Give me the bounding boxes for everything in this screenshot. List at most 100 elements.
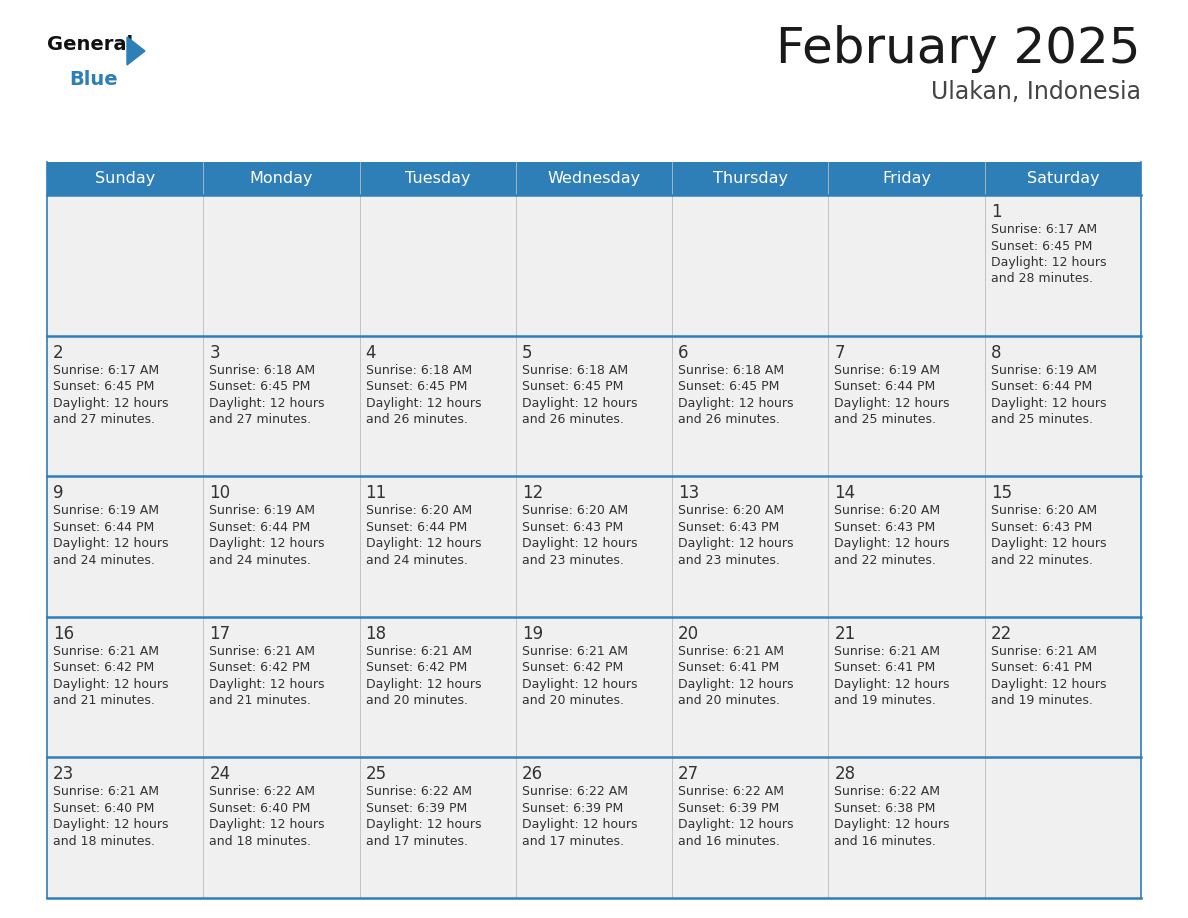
Text: Sunset: 6:44 PM: Sunset: 6:44 PM (366, 521, 467, 533)
Text: Sunset: 6:45 PM: Sunset: 6:45 PM (678, 380, 779, 393)
Text: Sunset: 6:39 PM: Sunset: 6:39 PM (678, 802, 779, 815)
Text: Wednesday: Wednesday (548, 171, 640, 186)
Text: Daylight: 12 hours: Daylight: 12 hours (53, 397, 169, 409)
Text: Sunrise: 6:22 AM: Sunrise: 6:22 AM (209, 786, 315, 799)
Text: and 24 minutes.: and 24 minutes. (366, 554, 467, 566)
Bar (360, 757, 516, 898)
Text: Sunrise: 6:21 AM: Sunrise: 6:21 AM (991, 644, 1097, 658)
Text: Sunrise: 6:21 AM: Sunrise: 6:21 AM (53, 786, 159, 799)
Text: 25: 25 (366, 766, 387, 783)
Text: Sunrise: 6:21 AM: Sunrise: 6:21 AM (209, 644, 315, 658)
Text: 6: 6 (678, 343, 689, 362)
Text: Sunset: 6:41 PM: Sunset: 6:41 PM (678, 661, 779, 675)
Text: Daylight: 12 hours: Daylight: 12 hours (522, 819, 637, 832)
Text: Daylight: 12 hours: Daylight: 12 hours (991, 537, 1106, 550)
Text: and 20 minutes.: and 20 minutes. (522, 694, 624, 707)
Text: and 25 minutes.: and 25 minutes. (991, 413, 1093, 426)
Bar (360, 617, 516, 757)
Text: 24: 24 (209, 766, 230, 783)
Text: Sunset: 6:43 PM: Sunset: 6:43 PM (991, 521, 1092, 533)
Bar (672, 757, 828, 898)
Text: 7: 7 (834, 343, 845, 362)
Text: Sunset: 6:45 PM: Sunset: 6:45 PM (53, 380, 154, 393)
Text: Sunset: 6:42 PM: Sunset: 6:42 PM (522, 661, 624, 675)
Text: and 23 minutes.: and 23 minutes. (678, 554, 781, 566)
Text: Sunrise: 6:19 AM: Sunrise: 6:19 AM (53, 504, 159, 517)
Bar (828, 757, 985, 898)
Text: Sunset: 6:45 PM: Sunset: 6:45 PM (209, 380, 310, 393)
Text: Sunset: 6:40 PM: Sunset: 6:40 PM (53, 802, 154, 815)
Text: Daylight: 12 hours: Daylight: 12 hours (522, 677, 637, 691)
Bar (203, 617, 360, 757)
Text: 19: 19 (522, 625, 543, 643)
Text: and 16 minutes.: and 16 minutes. (834, 834, 936, 848)
Text: Sunrise: 6:18 AM: Sunrise: 6:18 AM (366, 364, 472, 376)
Text: Daylight: 12 hours: Daylight: 12 hours (53, 677, 169, 691)
Polygon shape (127, 37, 145, 65)
Text: Sunrise: 6:19 AM: Sunrise: 6:19 AM (834, 364, 941, 376)
Text: Sunrise: 6:20 AM: Sunrise: 6:20 AM (522, 504, 628, 517)
Text: Sunrise: 6:17 AM: Sunrise: 6:17 AM (53, 364, 159, 376)
Text: Sunrise: 6:21 AM: Sunrise: 6:21 AM (522, 644, 627, 658)
Text: Sunset: 6:40 PM: Sunset: 6:40 PM (209, 802, 310, 815)
Text: Sunrise: 6:22 AM: Sunrise: 6:22 AM (834, 786, 941, 799)
Text: Sunset: 6:45 PM: Sunset: 6:45 PM (991, 240, 1092, 252)
Text: Daylight: 12 hours: Daylight: 12 hours (209, 537, 324, 550)
Bar (985, 195, 1140, 336)
Text: Sunset: 6:44 PM: Sunset: 6:44 PM (53, 521, 154, 533)
Text: General: General (48, 35, 133, 54)
Text: Sunrise: 6:21 AM: Sunrise: 6:21 AM (53, 644, 159, 658)
Bar (203, 336, 360, 476)
Text: Daylight: 12 hours: Daylight: 12 hours (53, 819, 169, 832)
Text: 20: 20 (678, 625, 700, 643)
Text: Sunrise: 6:17 AM: Sunrise: 6:17 AM (991, 223, 1097, 236)
Bar (828, 617, 985, 757)
Text: and 24 minutes.: and 24 minutes. (209, 554, 311, 566)
Text: 15: 15 (991, 484, 1012, 502)
Text: Friday: Friday (881, 171, 931, 186)
Text: and 20 minutes.: and 20 minutes. (366, 694, 468, 707)
Text: Monday: Monday (249, 171, 314, 186)
Text: and 26 minutes.: and 26 minutes. (366, 413, 467, 426)
Text: Daylight: 12 hours: Daylight: 12 hours (678, 819, 794, 832)
Text: 10: 10 (209, 484, 230, 502)
Text: 22: 22 (991, 625, 1012, 643)
Text: Sunrise: 6:18 AM: Sunrise: 6:18 AM (678, 364, 784, 376)
Text: Sunrise: 6:20 AM: Sunrise: 6:20 AM (366, 504, 472, 517)
Text: Sunrise: 6:20 AM: Sunrise: 6:20 AM (834, 504, 941, 517)
Text: 8: 8 (991, 343, 1001, 362)
Bar (672, 476, 828, 617)
Text: Sunrise: 6:22 AM: Sunrise: 6:22 AM (522, 786, 627, 799)
Bar (516, 617, 672, 757)
Text: Sunset: 6:43 PM: Sunset: 6:43 PM (522, 521, 624, 533)
Text: Sunset: 6:43 PM: Sunset: 6:43 PM (834, 521, 936, 533)
Text: 2: 2 (53, 343, 64, 362)
Text: Sunset: 6:42 PM: Sunset: 6:42 PM (366, 661, 467, 675)
Text: 18: 18 (366, 625, 387, 643)
Text: 26: 26 (522, 766, 543, 783)
Text: Daylight: 12 hours: Daylight: 12 hours (53, 537, 169, 550)
Text: and 16 minutes.: and 16 minutes. (678, 834, 781, 848)
Bar (828, 336, 985, 476)
Text: and 17 minutes.: and 17 minutes. (366, 834, 468, 848)
Text: February 2025: February 2025 (777, 25, 1140, 73)
Text: and 26 minutes.: and 26 minutes. (522, 413, 624, 426)
Bar (48, 476, 203, 617)
Text: Sunrise: 6:20 AM: Sunrise: 6:20 AM (678, 504, 784, 517)
Text: Sunset: 6:44 PM: Sunset: 6:44 PM (834, 380, 936, 393)
Text: Sunset: 6:42 PM: Sunset: 6:42 PM (53, 661, 154, 675)
Text: Daylight: 12 hours: Daylight: 12 hours (678, 677, 794, 691)
Bar (516, 336, 672, 476)
Text: and 21 minutes.: and 21 minutes. (53, 694, 154, 707)
Text: Thursday: Thursday (713, 171, 788, 186)
Bar (672, 617, 828, 757)
Text: Sunrise: 6:21 AM: Sunrise: 6:21 AM (366, 644, 472, 658)
Text: Sunset: 6:41 PM: Sunset: 6:41 PM (991, 661, 1092, 675)
Text: Sunrise: 6:19 AM: Sunrise: 6:19 AM (991, 364, 1097, 376)
Bar (672, 336, 828, 476)
Text: Sunrise: 6:20 AM: Sunrise: 6:20 AM (991, 504, 1097, 517)
Text: 12: 12 (522, 484, 543, 502)
Text: Tuesday: Tuesday (405, 171, 470, 186)
Text: Daylight: 12 hours: Daylight: 12 hours (366, 397, 481, 409)
Text: Sunrise: 6:21 AM: Sunrise: 6:21 AM (678, 644, 784, 658)
